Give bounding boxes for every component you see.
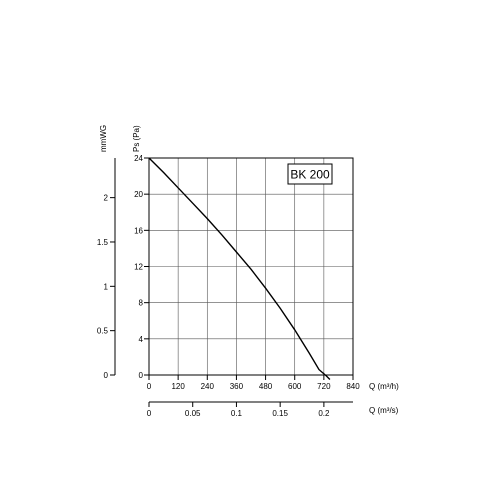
x-tick-label: 600 [288,382,302,391]
secondary-y-axis: 0 0.5 1 1.5 2 [97,158,116,380]
secondary-y-tick-label: 0.5 [97,327,109,336]
secondary-y-tick-label: 2 [104,194,109,203]
y-tick-label: 20 [134,190,143,199]
x-axis-ticks: 0 120 240 360 480 600 720 840 [147,375,360,391]
series-line [148,157,331,380]
x-tick-label: 480 [259,382,273,391]
x-tick-label: 720 [317,382,331,391]
y-tick-label: 8 [139,299,144,308]
y-axis-title: Ps (Pa) [132,125,141,152]
y-tick-label: 12 [134,263,143,272]
secondary-x-axis-title: Q (m³/s) [369,406,399,415]
y-tick-label: 16 [134,226,143,235]
model-label: BK 200 [290,168,330,182]
secondary-y-tick-label: 1.5 [97,238,109,247]
y-axis-ticks: 0 4 8 12 16 20 24 [134,154,149,380]
secondary-x-tick-label: 0.15 [272,409,288,418]
secondary-x-axis: 0 0.05 0.1 0.15 0.2 [147,401,353,418]
x-tick-label: 240 [201,382,215,391]
y-tick-label: 24 [134,154,143,163]
secondary-x-tick-label: 0.2 [318,409,330,418]
y-tick-label: 0 [139,371,144,380]
secondary-x-tick-label: 0 [147,409,152,418]
secondary-y-axis-title: mmWG [99,125,108,152]
model-label-box: BK 200 [287,163,333,185]
x-tick-label: 840 [346,382,360,391]
secondary-y-tick-label: 0 [104,371,109,380]
grid-lines [148,157,354,376]
secondary-x-tick-label: 0.05 [185,409,201,418]
x-tick-label: 0 [147,382,152,391]
model-label-frame [287,163,333,185]
secondary-x-tick-label: 0.1 [231,409,243,418]
x-tick-label: 120 [171,382,185,391]
secondary-y-tick-label: 1 [104,282,109,291]
x-tick-label: 360 [230,382,244,391]
y-tick-label: 4 [139,335,144,344]
x-axis-title: Q (m³/h) [369,382,399,391]
